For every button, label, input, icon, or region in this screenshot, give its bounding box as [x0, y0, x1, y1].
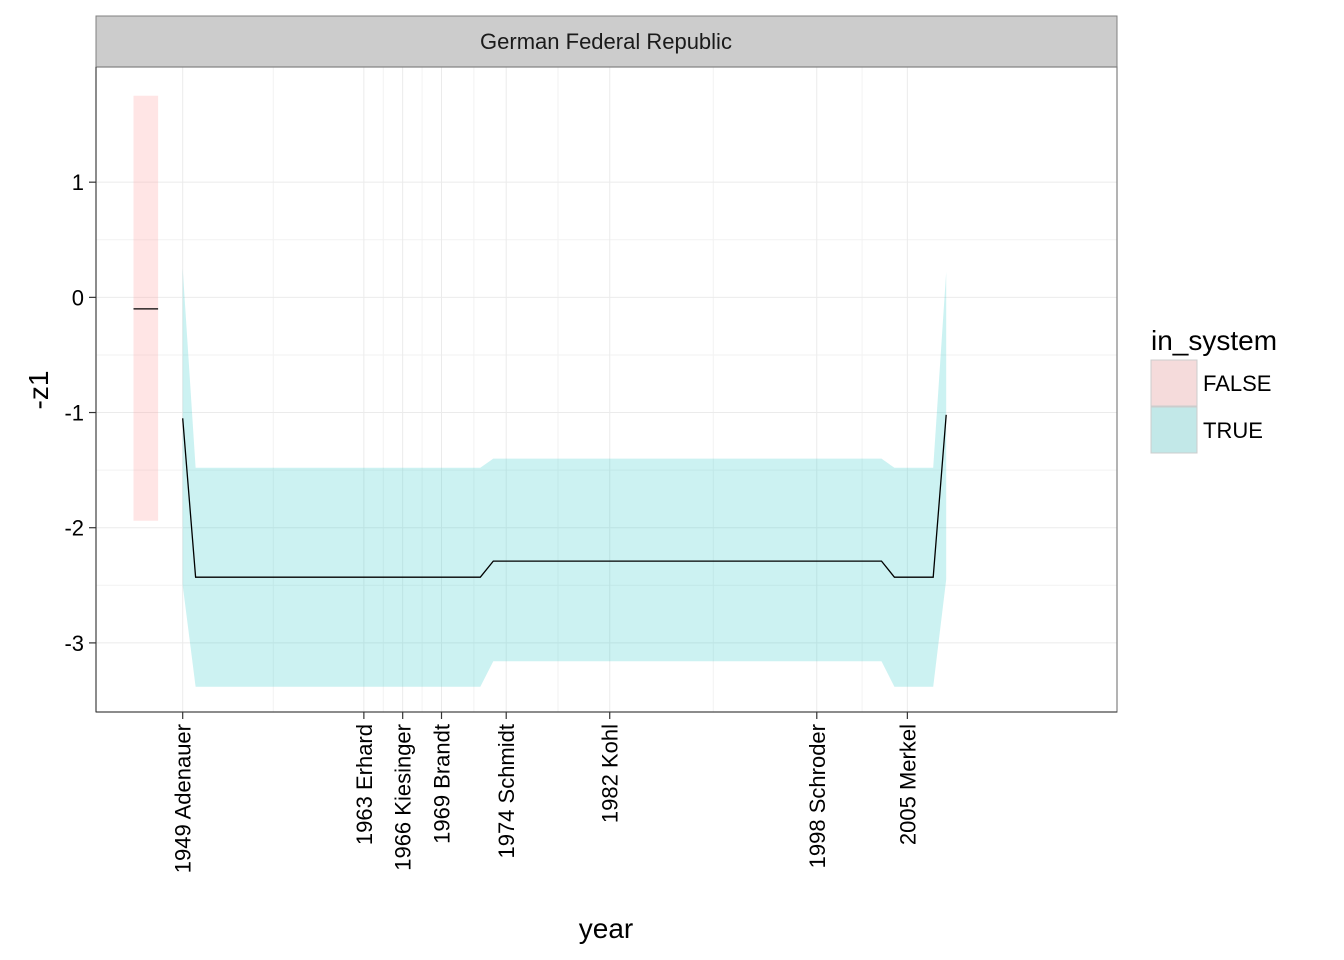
facet-strip — [95, 15, 1118, 68]
lines — [133, 308, 947, 578]
x-axis-title: year — [579, 913, 633, 944]
x-tick-label: 1966 Kiesinger — [391, 724, 416, 871]
line-true — [182, 414, 947, 578]
legend-key-true — [1151, 407, 1197, 453]
legend: in_system FALSE TRUE — [1150, 325, 1277, 454]
legend-keys: FALSE TRUE — [1150, 359, 1271, 454]
grid-minor — [96, 67, 1117, 712]
x-tick-label: 1969 Brandt — [430, 724, 455, 844]
x-tick-label: 1982 Kohl — [598, 724, 623, 823]
y-tick-label: -2 — [64, 516, 84, 541]
x-tick-label: 1998 Schroder — [805, 724, 830, 868]
legend-title: in_system — [1151, 325, 1277, 356]
y-axis: 1 0 -1 -2 -3 — [64, 67, 97, 712]
y-axis-title: -z1 — [23, 371, 54, 410]
ribbon-true — [182, 268, 947, 687]
y-tick-label: 1 — [72, 170, 84, 195]
x-tick-label: 1963 Erhard — [352, 724, 377, 845]
grid-major — [96, 67, 1117, 712]
plot-panel — [96, 67, 1117, 712]
facet-title: German Federal Republic — [480, 29, 732, 54]
x-tick-label: 2005 Merkel — [895, 724, 920, 845]
legend-key-bg — [1150, 359, 1198, 407]
x-axis: 1949 Adenauer 1963 Erhard 1966 Kiesinger 19… — [96, 711, 1117, 873]
y-tick-label: -3 — [64, 631, 84, 656]
legend-key-bg — [1150, 406, 1198, 454]
legend-label-false: FALSE — [1203, 371, 1271, 396]
legend-key-false — [1151, 360, 1197, 406]
y-tick-label: 0 — [72, 285, 84, 310]
y-tick-label: -1 — [64, 401, 84, 426]
x-tick-label: 1974 Schmidt — [494, 724, 519, 859]
legend-label-true: TRUE — [1203, 418, 1263, 443]
x-tick-label: 1949 Adenauer — [171, 724, 196, 873]
